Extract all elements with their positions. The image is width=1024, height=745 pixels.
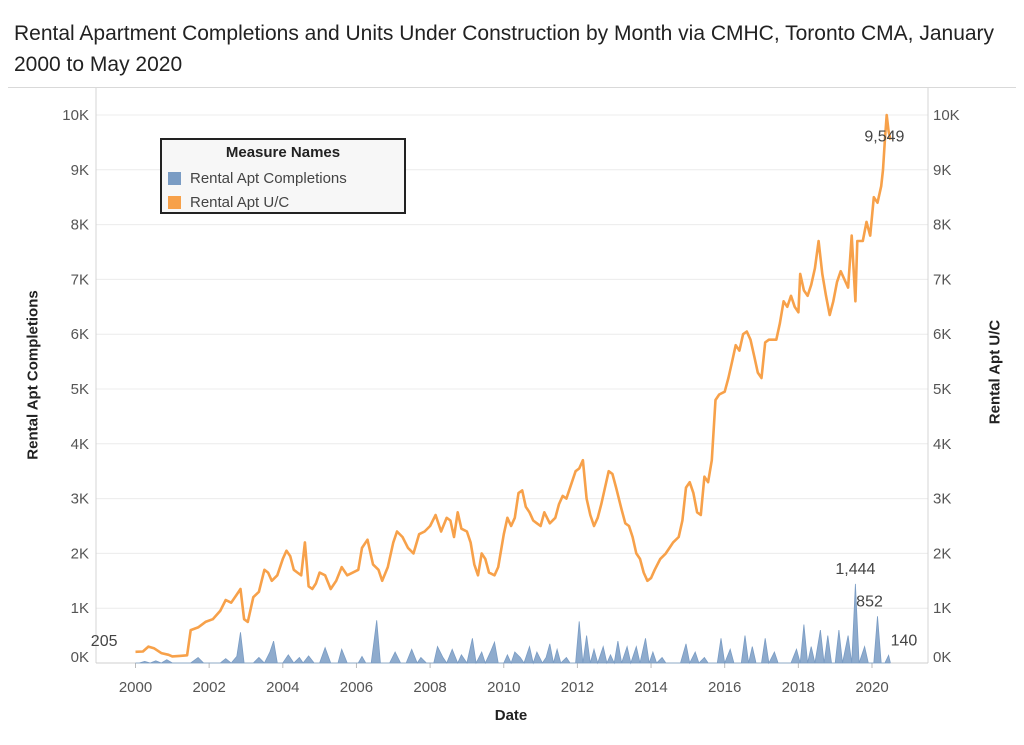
data-label: 1,444 <box>835 561 875 578</box>
y-tick-label-left: 10K <box>62 107 89 124</box>
legend-item-completions[interactable]: Rental Apt Completions <box>168 170 347 187</box>
title-divider <box>8 87 1016 88</box>
y-tick-label-right: 7K <box>933 271 951 288</box>
x-tick-label: 2004 <box>266 679 299 696</box>
data-labels: 205 9,549 1,444 852 140 <box>91 129 918 650</box>
chart-title: Rental Apartment Completions and Units U… <box>14 22 995 76</box>
y-tick-label-right: 4K <box>933 436 951 453</box>
y-tick-label-right: 1K <box>933 600 951 617</box>
data-label: 852 <box>856 593 883 610</box>
legend-item-uc[interactable]: Rental Apt U/C <box>168 194 289 211</box>
y-tick-label-left: 2K <box>71 545 89 562</box>
x-tick-label: 2008 <box>413 679 446 696</box>
y-tick-label-left: 8K <box>71 217 89 234</box>
x-tick-label: 2016 <box>708 679 741 696</box>
legend-swatch-uc <box>168 196 181 209</box>
y-tick-label-left: 6K <box>71 326 89 343</box>
completions-series <box>135 583 891 665</box>
data-label: 9,549 <box>864 129 904 146</box>
y-tick-label-right: 5K <box>933 381 951 398</box>
y-axis-left-title: Rental Apt Completions <box>24 290 42 460</box>
y-tick-label-right: 6K <box>933 326 951 343</box>
y-tick-label-left: 5K <box>71 381 89 398</box>
data-label: 140 <box>891 632 918 649</box>
y-tick-label-right: 9K <box>933 162 951 179</box>
completions-area <box>135 583 891 665</box>
data-label: 205 <box>91 633 118 650</box>
y-tick-label-left: 9K <box>71 162 89 179</box>
y-tick-label-right: 8K <box>933 217 951 234</box>
y-tick-label-right: 10K <box>933 107 960 124</box>
gridlines <box>96 114 928 609</box>
y-tick-label-right: 0K <box>933 649 951 666</box>
legend[interactable]: Measure Names Rental Apt Completions Ren… <box>160 138 406 214</box>
y-tick-label-left: 0K <box>71 649 89 666</box>
x-tick-label: 2020 <box>855 679 888 696</box>
tick-labels: 0K 0K 1K 1K 2K 2K 3K 3K 4K 4K 5K 5K 6K 6K 7K 7K 8K 8K 9K 9K… <box>62 107 959 696</box>
x-tick-label: 2018 <box>782 679 815 696</box>
legend-label-uc: Rental Apt U/C <box>190 194 290 211</box>
x-tick-label: 2006 <box>340 679 373 696</box>
uc-series <box>135 113 892 658</box>
x-tick-label: 2010 <box>487 679 520 696</box>
x-axis-title: Date <box>494 707 528 724</box>
y-tick-label-left: 1K <box>71 600 89 617</box>
y-axis-right-title: Rental Apt U/C <box>986 319 1004 425</box>
x-tick-label: 2002 <box>192 679 225 696</box>
y-tick-label-right: 3K <box>933 491 951 508</box>
x-tick-label: 2012 <box>561 679 594 696</box>
y-tick-label-left: 4K <box>71 436 89 453</box>
y-tick-label-left: 3K <box>71 491 89 508</box>
y-tick-label-left: 7K <box>71 271 89 288</box>
legend-swatch-completions <box>168 172 181 185</box>
legend-label-completions: Rental Apt Completions <box>190 170 347 187</box>
legend-title: Measure Names <box>225 144 341 161</box>
x-tick-label: 2000 <box>119 679 152 696</box>
uc-line <box>135 113 892 658</box>
x-tick-label: 2014 <box>634 679 667 696</box>
y-tick-label-right: 2K <box>933 545 951 562</box>
